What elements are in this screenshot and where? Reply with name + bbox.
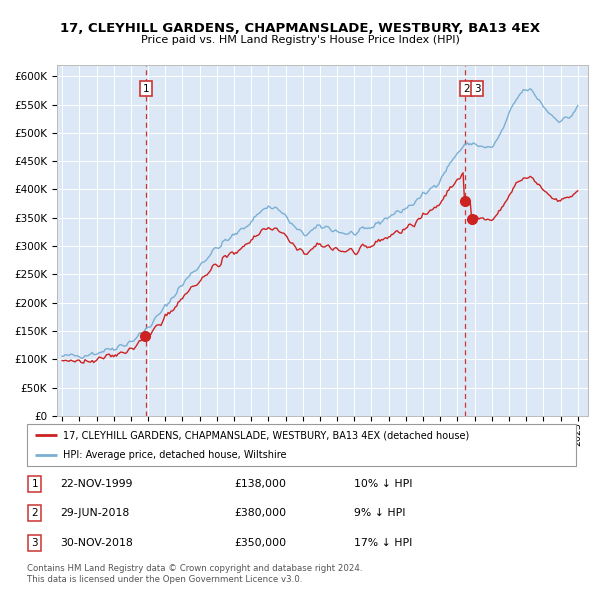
Text: Contains HM Land Registry data © Crown copyright and database right 2024.: Contains HM Land Registry data © Crown c… <box>27 565 362 573</box>
Text: £138,000: £138,000 <box>234 479 286 489</box>
Text: 17, CLEYHILL GARDENS, CHAPMANSLADE, WESTBURY, BA13 4EX (detached house): 17, CLEYHILL GARDENS, CHAPMANSLADE, WEST… <box>62 430 469 440</box>
Text: 30-NOV-2018: 30-NOV-2018 <box>60 538 133 548</box>
Text: £380,000: £380,000 <box>234 509 286 518</box>
Text: 2: 2 <box>31 509 38 518</box>
Text: 29-JUN-2018: 29-JUN-2018 <box>60 509 129 518</box>
FancyBboxPatch shape <box>27 424 576 466</box>
Text: 10% ↓ HPI: 10% ↓ HPI <box>354 479 413 489</box>
Text: This data is licensed under the Open Government Licence v3.0.: This data is licensed under the Open Gov… <box>27 575 302 584</box>
Text: 3: 3 <box>31 538 38 548</box>
Text: Price paid vs. HM Land Registry's House Price Index (HPI): Price paid vs. HM Land Registry's House … <box>140 35 460 45</box>
Text: 2: 2 <box>463 84 469 94</box>
Text: 1: 1 <box>31 479 38 489</box>
Text: 22-NOV-1999: 22-NOV-1999 <box>60 479 133 489</box>
Text: 1: 1 <box>143 84 149 94</box>
Text: £350,000: £350,000 <box>234 538 286 548</box>
Text: 9% ↓ HPI: 9% ↓ HPI <box>354 509 406 518</box>
Text: 3: 3 <box>474 84 481 94</box>
Text: HPI: Average price, detached house, Wiltshire: HPI: Average price, detached house, Wilt… <box>62 450 286 460</box>
Text: 17, CLEYHILL GARDENS, CHAPMANSLADE, WESTBURY, BA13 4EX: 17, CLEYHILL GARDENS, CHAPMANSLADE, WEST… <box>60 22 540 35</box>
Text: 17% ↓ HPI: 17% ↓ HPI <box>354 538 412 548</box>
